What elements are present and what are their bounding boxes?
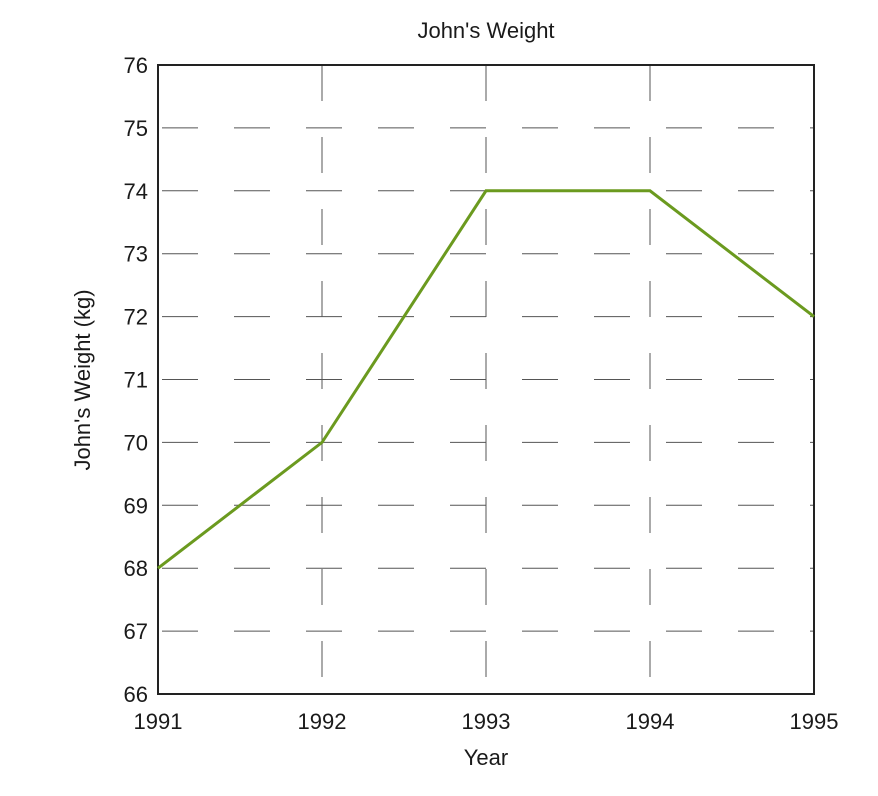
- y-tick-label: 75: [124, 116, 148, 141]
- chart-title: John's Weight: [417, 18, 554, 43]
- series-layer: [157, 189, 815, 570]
- x-axis-label: Year: [464, 745, 508, 770]
- x-tick-label: 1992: [298, 709, 347, 734]
- y-tick-label: 71: [124, 368, 148, 393]
- x-tick-label: 1991: [134, 709, 183, 734]
- x-tick-label: 1994: [626, 709, 675, 734]
- y-axis-ticks: 66 67 68 69 70 71 72 73 74 75 76: [124, 53, 148, 707]
- y-tick-label: 74: [124, 179, 148, 204]
- x-axis-ticks: 1991 1992 1993 1994 1995: [134, 709, 839, 734]
- y-tick-label: 68: [124, 556, 148, 581]
- y-tick-label: 67: [124, 619, 148, 644]
- y-tick-label: 70: [124, 430, 148, 455]
- x-tick-label: 1993: [462, 709, 511, 734]
- y-tick-label: 69: [124, 493, 148, 518]
- plot-frame: [157, 64, 815, 695]
- y-tick-label: 76: [124, 53, 148, 78]
- x-tick-label: 1995: [790, 709, 839, 734]
- grid: [158, 65, 814, 694]
- y-tick-label: 72: [124, 305, 148, 330]
- y-tick-label: 66: [124, 682, 148, 707]
- y-tick-label: 73: [124, 242, 148, 267]
- y-axis-label: John's Weight (kg): [70, 289, 95, 470]
